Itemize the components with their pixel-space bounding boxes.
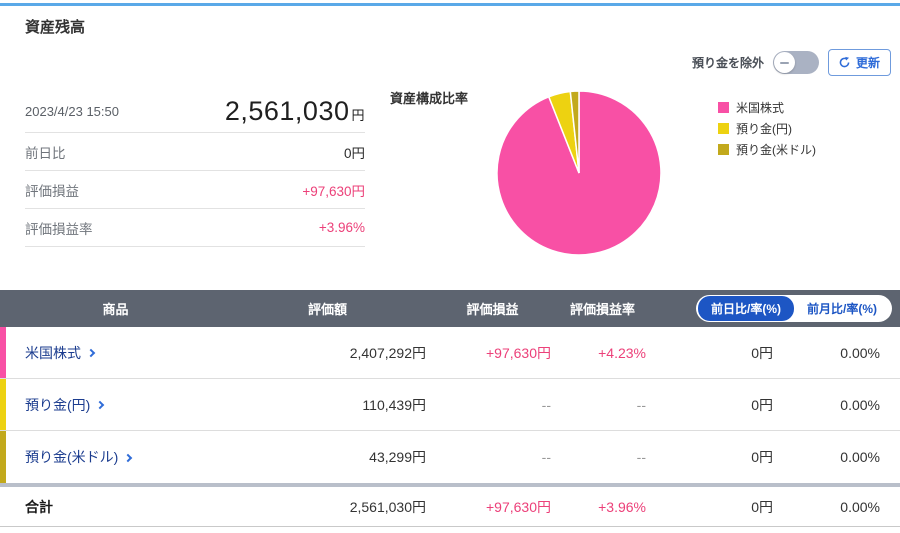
row-color-marker <box>0 379 6 430</box>
table-row-deposit-jpy: 預り金(円) 110,439円 -- -- 0円 0.00% <box>0 379 900 431</box>
minus-icon <box>779 61 789 64</box>
summary-row-pl-rate: 評価損益率 +3.96% <box>25 209 365 247</box>
total-pl-cell: +97,630円 <box>486 498 551 515</box>
chevron-right-icon <box>96 400 105 410</box>
summary-panel: 2023/4/23 15:50 2,561,030 円 前日比 0円 評価損益 +… <box>25 90 365 247</box>
table-row-total: 合計 2,561,030円 +97,630円 +3.96% 0円 0.00% <box>0 487 900 527</box>
valuation-cell: 43,299円 <box>369 449 426 465</box>
pl-rate-cell: -- <box>636 396 646 413</box>
legend-item: 預り金(米ドル) <box>718 141 816 158</box>
header-controls: 預り金を除外 更新 <box>692 49 891 76</box>
legend-swatch <box>718 123 729 134</box>
valuation-cell: 110,439円 <box>362 396 426 413</box>
legend-item: 米国株式 <box>718 99 816 116</box>
row-color-marker <box>0 327 6 378</box>
pl-rate-cell: -- <box>636 449 646 465</box>
tab-month-change-rate[interactable]: 前月比/率(%) <box>794 296 890 321</box>
header-pl-rate: 評価損益率 <box>569 302 635 317</box>
table-row-us-stocks: 米国株式 2,407,292円 +97,630円 +4.23% 0円 0.00% <box>0 327 900 379</box>
header-valuation: 評価額 <box>307 302 347 317</box>
exclude-deposits-toggle[interactable] <box>772 51 819 74</box>
row-color-marker <box>0 431 6 483</box>
day-rate-cell: 0.00% <box>840 449 880 465</box>
valuation-cell: 2,407,292円 <box>349 344 426 361</box>
us-stocks-link[interactable]: 米国株式 <box>25 343 96 363</box>
total-day-rate-cell: 0.00% <box>840 498 880 515</box>
total-pl-rate-cell: +3.96% <box>598 498 646 515</box>
total-day-change-cell: 0円 <box>751 498 773 515</box>
asset-composition-pie-chart <box>494 88 664 258</box>
summary-row-pl: 評価損益 +97,630円 <box>25 171 365 209</box>
timestamp: 2023/4/23 15:50 <box>25 103 119 119</box>
rate-toggle-group: 前日比/率(%) 前月比/率(%) <box>696 295 892 322</box>
table-row-deposit-usd: 預り金(米ドル) 43,299円 -- -- 0円 0.00% <box>0 431 900 483</box>
holdings-table: 商品 評価額 評価損益 評価損益率 前日比/率(%) 前月比/率(%) 米国株式… <box>0 290 900 527</box>
chart-title: 資産構成比率 <box>390 91 469 106</box>
total-balance: 2,561,030 円 <box>224 95 365 126</box>
total-divider <box>0 483 900 487</box>
day-change-cell: 0円 <box>751 449 773 465</box>
pl-rate-cell: +4.23% <box>598 344 646 361</box>
summary-total-row: 2023/4/23 15:50 2,561,030 円 <box>25 90 365 133</box>
pl-cell: -- <box>541 449 551 465</box>
pie-slice <box>569 90 580 174</box>
total-valuation-cell: 2,561,030円 <box>349 498 426 515</box>
deposit-jpy-link[interactable]: 預り金(円) <box>25 395 105 415</box>
legend-swatch <box>718 144 729 155</box>
pl-cell: +97,630円 <box>486 344 551 361</box>
page-title: 資産残高 <box>25 19 86 36</box>
refresh-button[interactable]: 更新 <box>827 49 891 76</box>
toggle-knob <box>773 52 795 73</box>
refresh-label: 更新 <box>855 56 880 70</box>
legend-swatch <box>718 102 729 113</box>
deposit-usd-link[interactable]: 預り金(米ドル) <box>25 447 133 467</box>
day-rate-cell: 0.00% <box>840 396 880 413</box>
day-change-cell: 0円 <box>751 396 773 413</box>
day-rate-cell: 0.00% <box>840 344 880 361</box>
tab-day-change-rate[interactable]: 前日比/率(%) <box>698 296 794 321</box>
summary-row-day-change: 前日比 0円 <box>25 133 365 171</box>
chevron-right-icon <box>124 453 133 462</box>
chevron-right-icon <box>86 348 96 358</box>
pl-cell: -- <box>541 396 551 413</box>
day-change-cell: 0円 <box>751 344 773 361</box>
exclude-deposits-label: 預り金を除外 <box>691 56 764 70</box>
chart-legend: 米国株式 預り金(円) 預り金(米ドル) <box>718 99 816 158</box>
top-accent-line <box>0 3 900 6</box>
header-product: 商品 <box>102 302 129 317</box>
total-label: 合計 <box>25 498 53 515</box>
refresh-icon <box>839 56 850 68</box>
legend-item: 預り金(円) <box>718 120 816 137</box>
header-pl: 評価損益 <box>466 302 519 317</box>
table-header: 商品 評価額 評価損益 評価損益率 前日比/率(%) 前月比/率(%) <box>0 290 900 327</box>
